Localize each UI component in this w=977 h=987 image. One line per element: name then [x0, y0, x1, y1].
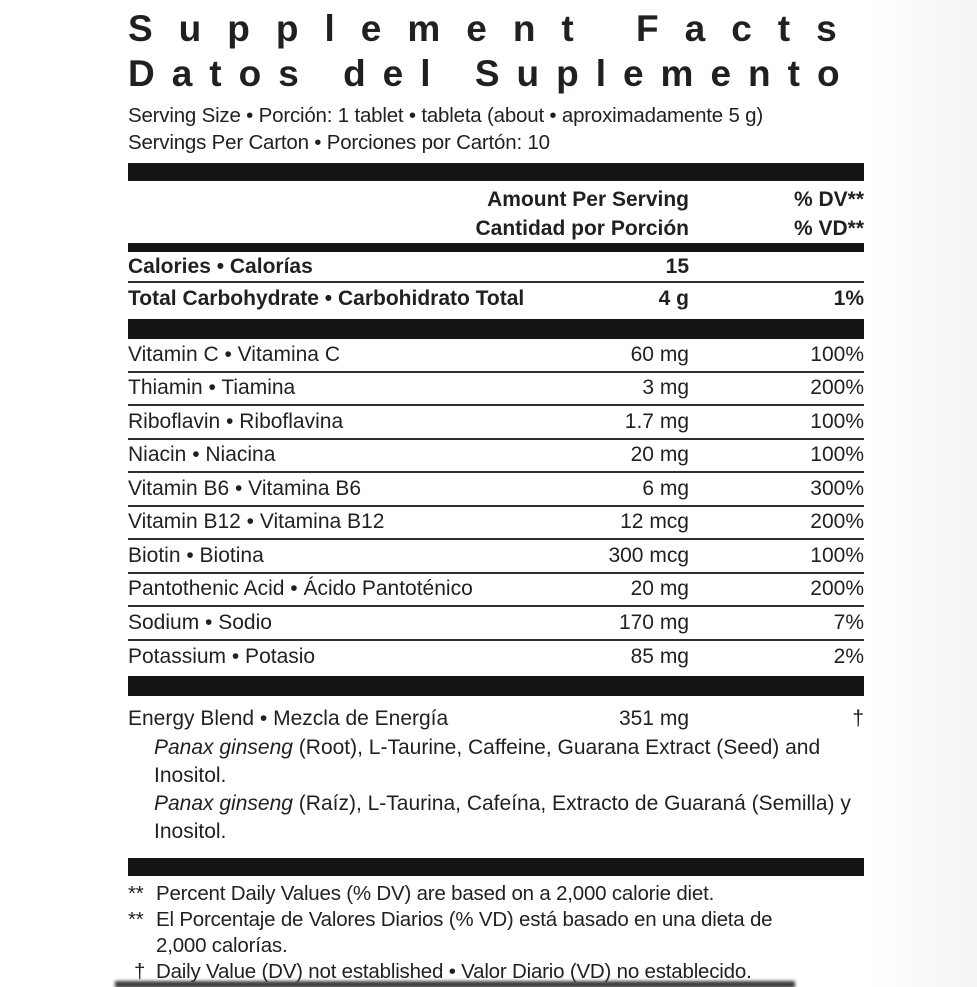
nutrient-dv: 100% — [810, 409, 864, 433]
serving-info: Serving Size • Porción: 1 tablet • table… — [128, 102, 864, 156]
nutrient-name: Potassium • Potasio — [128, 645, 316, 669]
column-header-dv-es: % VD** — [793, 216, 864, 240]
footnote-text: Percent Daily Values (% DV) are based on… — [156, 882, 715, 905]
footnote-text: Daily Value (DV) not established • Valor… — [156, 960, 752, 983]
nutrient-amount: 85 mg — [630, 645, 689, 669]
footnote-marker: ** — [128, 882, 144, 905]
footnote-marker: ** — [128, 908, 144, 931]
table-row-calories: Calories • Calorías 15 — [128, 252, 864, 283]
nutrient-amount: 300 mcg — [608, 543, 689, 567]
servings-per-carton-line: Servings Per Carton • Porciones por Cart… — [128, 131, 550, 154]
column-header-amount-es: Cantidad por Porción — [475, 216, 689, 240]
nutrient-amount: 20 mg — [630, 577, 689, 601]
footnote-text: El Porcentaje de Valores Diarios (% VD) … — [156, 907, 864, 959]
column-header-amount-en: Amount Per Serving — [487, 187, 689, 211]
nutrient-dv: 1% — [833, 286, 864, 310]
separator-bar-top — [128, 163, 864, 181]
footnote-marker: † — [134, 960, 146, 983]
nutrient-dv: † — [852, 706, 864, 730]
nutrient-dv: 100% — [810, 342, 864, 366]
nutrient-dv: 100% — [810, 543, 864, 567]
latin-name: Panax ginseng — [154, 792, 293, 815]
nutrient-dv: 200% — [810, 577, 864, 601]
nutrient-name: Riboflavin • Riboflavina — [128, 409, 344, 433]
separator-bar-macros — [128, 319, 864, 339]
bottom-edge-bar — [115, 981, 795, 987]
blend-ingredients-es-line1: Panax ginseng (Raíz), L-Taurina, Cafeína… — [154, 790, 864, 818]
nutrient-name: Vitamin C • Vitamina C — [128, 342, 340, 366]
nutrient-name: Sodium • Sodio — [128, 610, 272, 634]
nutrient-amount: 1.7 mg — [624, 409, 689, 433]
blend-ingredients: Panax ginseng (Root), L-Taurine, Caffein… — [128, 734, 864, 846]
ingredients-text: (Root), L-Taurine, Caffeine, Guarana Ext… — [292, 736, 821, 759]
nutrient-name: Total Carbohydrate • Carbohidrato Total — [128, 286, 525, 310]
nutrient-amount: 12 mcg — [620, 510, 689, 534]
nutrient-name: Pantothenic Acid • Ácido Pantoténico — [128, 577, 473, 601]
nutrient-name: Vitamin B6 • Vitamina B6 — [128, 476, 362, 500]
table-row-vitamin-b12: Vitamin B12 • Vitamina B12 12 mcg 200% — [128, 507, 864, 540]
label-panel: Supplement Facts Datos del Suplemento Se… — [128, 6, 864, 985]
nutrient-dv: 200% — [810, 510, 864, 534]
separator-bar-header — [128, 243, 864, 252]
nutrient-amount: 60 mg — [630, 342, 689, 366]
page-edge-shadow — [867, 0, 977, 987]
table-row-potassium: Potassium • Potasio 85 mg 2% — [128, 641, 864, 675]
nutrient-amount: 6 mg — [642, 476, 689, 500]
nutrient-dv: 100% — [810, 443, 864, 467]
nutrient-dv: 200% — [810, 376, 864, 400]
table-row-riboflavin: Riboflavin • Riboflavina 1.7 mg 100% — [128, 406, 864, 440]
table-row-niacin: Niacin • Niacina 20 mg 100% — [128, 440, 864, 473]
footnote-daily-values-es: ** El Porcentaje de Valores Diarios (% V… — [128, 907, 864, 959]
nutrient-name: Biotin • Biotina — [128, 543, 264, 567]
latin-name: Panax ginseng — [154, 736, 293, 759]
separator-bar-blend — [128, 858, 864, 876]
serving-size-line: Serving Size • Porción: 1 tablet • table… — [128, 104, 764, 127]
nutrient-amount: 20 mg — [630, 443, 689, 467]
footnote-dv-not-established: † Daily Value (DV) not established • Val… — [128, 959, 864, 985]
column-headers: Amount Per Serving % DV** Cantidad por P… — [128, 185, 864, 243]
table-row-total-carbohydrate: Total Carbohydrate • Carbohidrato Total … — [128, 283, 864, 314]
nutrient-dv: 300% — [810, 476, 864, 500]
nutrient-amount: 351 mg — [618, 706, 689, 730]
ingredients-text: Inositol. — [154, 820, 227, 843]
ingredients-text: (Raíz), L-Taurina, Cafeína, Extracto de … — [292, 792, 851, 815]
blend-ingredients-en-line1: Panax ginseng (Root), L-Taurine, Caffein… — [154, 734, 864, 762]
table-row-sodium: Sodium • Sodio 170 mg 7% — [128, 607, 864, 641]
footnote-daily-values-en: ** Percent Daily Values (% DV) are based… — [128, 881, 864, 907]
nutrient-dv: 2% — [833, 645, 864, 669]
nutrient-amount: 4 g — [658, 286, 689, 310]
footnotes: ** Percent Daily Values (% DV) are based… — [128, 881, 864, 985]
table-row-vitamin-b6: Vitamin B6 • Vitamina B6 6 mg 300% — [128, 473, 864, 507]
nutrient-name: Niacin • Niacina — [128, 443, 276, 467]
nutrient-amount: 3 mg — [642, 376, 689, 400]
blend-ingredients-es-line2: Inositol. — [154, 818, 864, 846]
nutrient-amount: 170 mg — [618, 610, 689, 634]
footnote-text-line2: 2,000 calorías. — [156, 934, 288, 957]
nutrient-amount: 15 — [665, 254, 689, 278]
table-row-energy-blend: Energy Blend • Mezcla de Energía 351 mg … — [128, 703, 864, 734]
table-row-pantothenic-acid: Pantothenic Acid • Ácido Pantoténico 20 … — [128, 574, 864, 607]
nutrient-name: Calories • Calorías — [128, 254, 313, 278]
column-header-dv-en: % DV** — [793, 187, 864, 211]
blend-ingredients-en-line2: Inositol. — [154, 762, 864, 790]
table-row-thiamin: Thiamin • Tiamina 3 mg 200% — [128, 373, 864, 406]
title-en: Supplement Facts — [128, 8, 863, 49]
title-es: Datos del Suplemento — [128, 53, 857, 94]
separator-bar-vitamins — [128, 676, 864, 696]
nutrient-name: Vitamin B12 • Vitamina B12 — [128, 510, 385, 534]
nutrient-dv: 7% — [833, 610, 864, 634]
ingredients-text: Inositol. — [154, 764, 227, 787]
table-row-biotin: Biotin • Biotina 300 mcg 100% — [128, 540, 864, 574]
footnote-text-line1: El Porcentaje de Valores Diarios (% VD) … — [156, 908, 773, 931]
nutrient-name: Thiamin • Tiamina — [128, 376, 296, 400]
nutrient-name: Energy Blend • Mezcla de Energía — [128, 706, 449, 730]
table-row-vitamin-c: Vitamin C • Vitamina C 60 mg 100% — [128, 339, 864, 373]
nutrient-table: Vitamin C • Vitamina C 60 mg 100% Thiami… — [128, 339, 864, 674]
